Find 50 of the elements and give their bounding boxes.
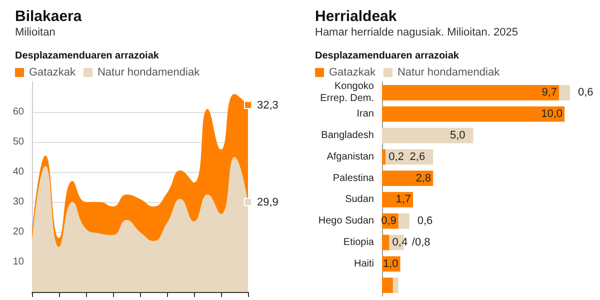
- legend-title: Desplazamenduaren arrazoiak: [315, 50, 460, 62]
- y-tick-label: 60: [12, 106, 24, 118]
- y-tick-label: Etiopia: [343, 237, 374, 248]
- y-tick-label: Hego Sudan: [318, 216, 374, 227]
- data-label: 0,4: [392, 236, 408, 248]
- y-tick-label: Sudan: [345, 194, 374, 206]
- data-label: 2,6: [410, 150, 426, 163]
- legend-label: Natur hondamendiak: [397, 66, 500, 78]
- data-label: 10,0: [541, 108, 563, 120]
- data-label: 1,0: [382, 258, 398, 270]
- bar: [382, 84, 560, 100]
- y-tick-label: Bangladesh: [321, 130, 374, 141]
- data-label: 1,7: [396, 194, 412, 206]
- y-tick-label: 40: [12, 166, 24, 178]
- y-tick-label: Iran: [356, 108, 374, 120]
- chart-title: Bilakaera: [15, 8, 82, 25]
- data-label: 0,6: [417, 215, 433, 228]
- bar: [382, 234, 390, 250]
- data-label: 5,0: [450, 130, 466, 142]
- y-tick-label: Kongoko Errep. Dem.: [320, 81, 374, 104]
- bar: [382, 128, 474, 144]
- data-label: 0,6: [578, 86, 594, 99]
- y-tick-label: 30: [12, 196, 24, 208]
- y-tick-label: 20: [12, 226, 24, 238]
- data-label: 0,2: [388, 150, 404, 163]
- bar: [382, 278, 393, 294]
- y-tick-label: 10: [12, 256, 24, 268]
- data-label: 2,8: [416, 172, 432, 184]
- bar: [398, 213, 410, 229]
- legend-label: Natur hondamendiak: [97, 66, 200, 78]
- y-tick-label: Afganistan: [326, 151, 374, 162]
- legend-label: Gatazkak: [29, 66, 76, 78]
- legend-title: Desplazamenduaren arrazoiak: [15, 50, 160, 62]
- data-label: /0,8: [412, 236, 430, 248]
- y-tick-label: Haiti: [354, 258, 374, 270]
- bar: [559, 84, 570, 100]
- y-tick-label: 50: [12, 136, 24, 148]
- legend-label: Gatazkak: [329, 66, 376, 78]
- data-label: 32,3: [257, 99, 278, 112]
- y-tick-label: Palestina: [332, 172, 374, 184]
- bar: [382, 106, 565, 122]
- data-label: 9,7: [542, 86, 558, 99]
- chart-subtitle: Milioitan: [15, 26, 56, 38]
- bar: [382, 170, 434, 186]
- bar: [382, 192, 414, 208]
- chart-subtitle: Hamar herrialde nagusiak. Milioitan. 2025: [315, 26, 518, 38]
- chart-title: Herrialdeak: [315, 8, 398, 25]
- bar: [392, 278, 398, 294]
- bar: [382, 149, 386, 165]
- data-label: 29,9: [257, 196, 278, 208]
